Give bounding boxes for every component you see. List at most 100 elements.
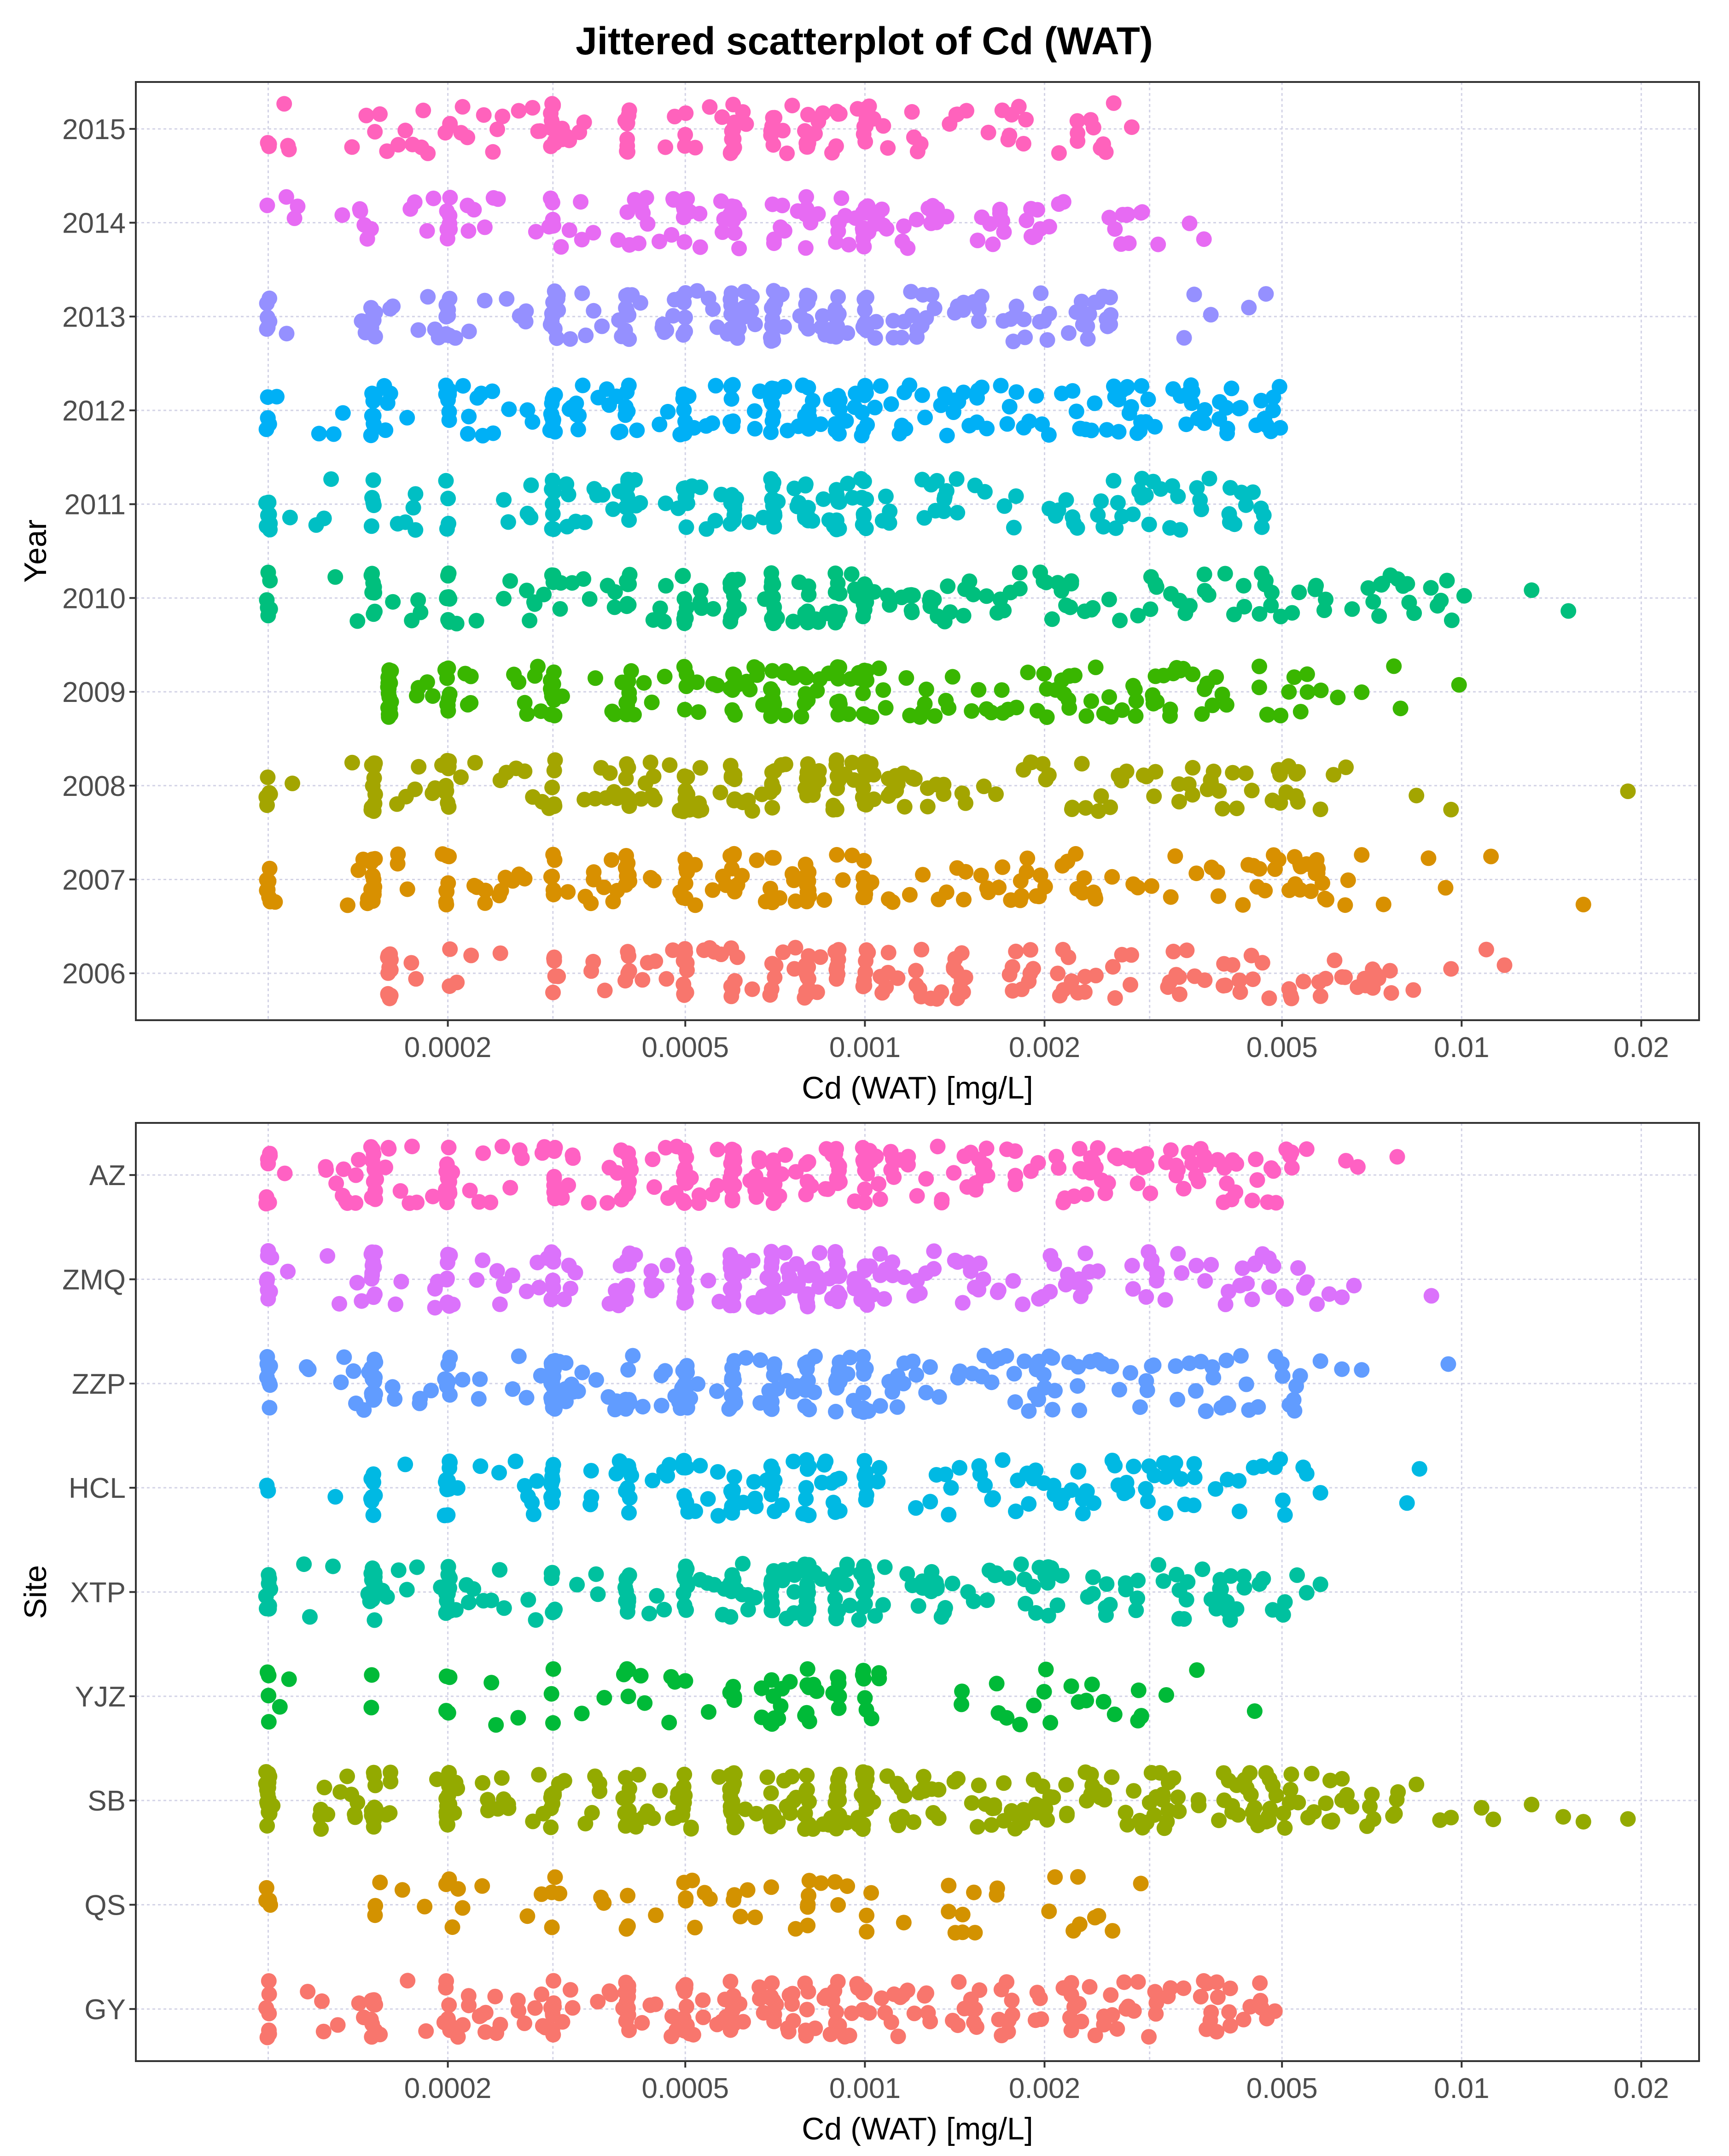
data-point [1128,693,1144,709]
data-point [931,1389,947,1405]
y-tick-label: 2015 [62,114,126,146]
data-point [830,106,846,122]
data-point [364,1153,380,1169]
data-point [583,963,600,979]
data-point [1244,1291,1260,1308]
data-point [1216,1792,1232,1808]
data-point [1235,2011,1252,2027]
data-point [442,189,458,205]
data-point [647,792,663,807]
data-point [618,399,634,415]
data-point [621,597,637,613]
data-point [545,1254,561,1270]
data-point [260,1483,276,1499]
data-point [261,1361,277,1377]
data-point [1008,943,1024,959]
data-point [731,1254,747,1270]
data-point [723,391,739,407]
data-point [600,1389,617,1405]
outlier-point [1392,701,1409,717]
data-point [545,211,561,228]
data-point [844,566,860,582]
data-point [1052,987,1068,1004]
data-point [675,568,691,584]
data-point [618,1583,634,1599]
outlier-point [1420,850,1437,866]
panel-border [135,81,1700,1021]
data-point [1245,1804,1261,1820]
data-point [1071,1141,1088,1157]
data-point [380,965,396,981]
data-point [1106,473,1122,489]
outlier-point [1451,677,1467,693]
data-point [830,223,846,240]
data-point [1119,206,1135,222]
data-point [336,1349,352,1365]
data-point [583,1463,599,1479]
data-point [621,1567,637,1583]
data-point [652,416,668,432]
data-point [625,1348,641,1364]
data-point [777,1245,793,1261]
series-2012 [258,377,1288,444]
data-point [488,1717,504,1733]
data-point [1219,421,1235,437]
y-tick-label: 2012 [62,395,126,427]
data-point [1077,421,1094,438]
data-point [507,1453,524,1469]
data-point [518,1283,535,1299]
data-point [687,1503,703,1519]
data-point [1123,399,1139,415]
data-point [675,199,692,215]
outlier-point [1312,1485,1328,1501]
data-point [810,113,827,129]
data-point [742,682,758,698]
data-point [892,1989,908,2005]
x-tick-label: 0.0002 [404,2073,492,2104]
data-point [545,422,561,438]
data-point [711,1293,728,1309]
data-point [1102,289,1118,305]
data-point [280,1263,296,1280]
data-point [915,1769,931,1785]
data-point [345,1363,361,1379]
data-point [382,1805,398,1821]
data-point [550,291,565,307]
data-point [1088,659,1104,675]
data-point [403,955,419,971]
data-point [1145,473,1161,490]
data-point [739,1882,756,1898]
data-point [1295,974,1311,990]
data-point [690,704,706,720]
y-tick-label: 2013 [62,301,126,333]
data-point [831,426,847,442]
data-point [438,894,454,910]
data-point [411,759,427,775]
data-point [724,198,740,214]
data-point [806,780,822,796]
data-point [889,1399,905,1415]
data-point [546,1973,561,1989]
data-point [1138,1289,1154,1305]
data-point [544,1469,560,1485]
data-point [675,1246,691,1262]
data-point [1359,1818,1375,1834]
data-point [1196,1148,1212,1164]
data-point [938,884,955,900]
data-point [784,1769,800,1785]
data-point [1063,1678,1079,1694]
data-point [437,1507,453,1524]
data-point [1128,708,1144,724]
data-point [1130,608,1146,624]
data-point [933,397,949,413]
data-point [786,1454,802,1469]
data-point [880,945,897,961]
data-point [804,513,821,529]
data-point [1209,2024,1225,2040]
data-point [825,1685,841,1701]
data-point [1134,378,1150,394]
data-point [1019,864,1035,880]
data-point [799,1767,815,1783]
data-point [480,1792,496,1808]
data-point [1019,1465,1035,1481]
